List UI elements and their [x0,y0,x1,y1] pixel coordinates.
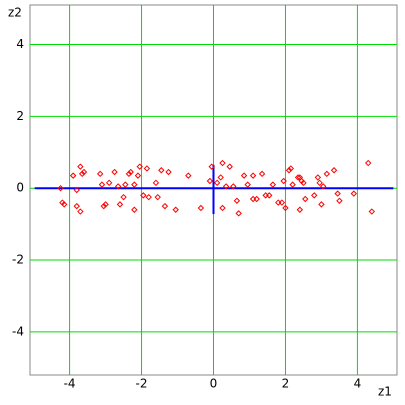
point [350,190,358,197]
point [69,172,77,179]
point [154,193,161,201]
point [302,195,309,203]
point [102,201,109,208]
point [208,163,215,170]
point [240,172,248,179]
point [334,190,341,197]
point [244,181,251,188]
point [289,181,296,188]
point [122,181,129,188]
y-tick-label: 4 [16,37,24,51]
point [323,170,331,178]
point [316,179,323,187]
point [161,202,169,210]
point [100,202,107,210]
point [219,204,226,212]
point [314,174,322,181]
point [336,197,343,204]
point [165,168,172,176]
point [127,168,134,176]
point [57,184,64,192]
point [136,163,143,170]
point [230,183,237,190]
point [213,179,221,187]
point [266,192,273,199]
point [235,210,242,217]
point [78,170,86,178]
x-axis-label: z1 [378,385,392,399]
y-tick-label: 0 [16,181,24,195]
point [253,195,260,203]
point [249,172,257,179]
point [368,208,376,215]
point [219,159,226,167]
point [226,163,233,170]
point [280,177,287,185]
point [98,181,106,188]
point [134,172,142,179]
point [60,201,68,208]
x-tick-label: 2 [282,377,290,391]
point [287,165,295,172]
point [80,168,88,176]
point [258,170,266,178]
point [96,170,104,178]
y-tick-label: 2 [16,109,24,123]
point [282,204,289,212]
x-tick-label: -2 [136,377,148,391]
point [206,177,214,185]
point [294,174,302,181]
point [73,186,80,194]
point [330,167,338,174]
point [296,206,304,213]
point [365,159,372,167]
y-tick-label: -2 [12,253,24,267]
point [145,193,152,201]
point [143,165,151,172]
point [233,197,241,204]
point [152,179,160,187]
point [140,192,147,199]
point [73,202,80,210]
point [217,174,224,181]
point [269,181,277,188]
point [185,172,192,179]
point [120,193,127,201]
x-tick-label: -4 [64,377,76,391]
point [222,183,230,190]
point [77,163,84,170]
y-tick-label: -4 [12,324,24,338]
point [320,183,327,190]
point [158,167,165,174]
point [125,170,133,178]
point [116,201,124,208]
x-tick-label: 4 [354,377,362,391]
point [278,199,286,206]
point [131,181,138,188]
y-axis-label: z2 [8,6,22,20]
point [285,167,293,174]
point [105,179,113,187]
point [311,192,318,199]
point [114,183,122,190]
point [111,168,118,176]
x-tick-label: 0 [210,377,218,391]
point [77,208,84,215]
point [197,204,205,212]
point [172,206,179,213]
point [318,201,325,208]
point [300,179,307,187]
point [131,206,138,213]
